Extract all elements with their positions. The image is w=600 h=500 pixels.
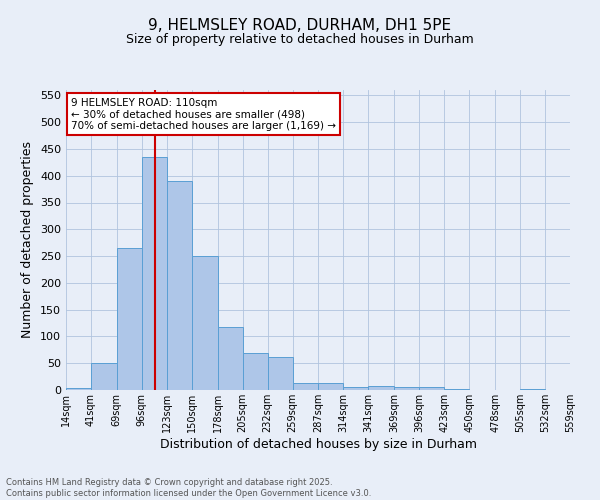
Text: 9, HELMSLEY ROAD, DURHAM, DH1 5PE: 9, HELMSLEY ROAD, DURHAM, DH1 5PE: [148, 18, 452, 32]
Text: 9 HELMSLEY ROAD: 110sqm
← 30% of detached houses are smaller (498)
70% of semi-d: 9 HELMSLEY ROAD: 110sqm ← 30% of detache…: [71, 98, 336, 130]
Bar: [218, 328, 242, 390]
Bar: [268, 357, 293, 390]
Bar: [419, 388, 444, 390]
Bar: [368, 386, 394, 390]
Bar: [293, 383, 319, 390]
X-axis label: Distribution of detached houses by size in Durham: Distribution of detached houses by size …: [160, 438, 476, 450]
Bar: [117, 248, 142, 390]
Bar: [242, 352, 268, 390]
Bar: [66, 388, 91, 390]
Bar: [343, 387, 368, 390]
Text: Contains HM Land Registry data © Crown copyright and database right 2025.
Contai: Contains HM Land Registry data © Crown c…: [6, 478, 371, 498]
Text: Size of property relative to detached houses in Durham: Size of property relative to detached ho…: [126, 32, 474, 46]
Bar: [142, 157, 167, 390]
Bar: [192, 256, 218, 390]
Bar: [167, 181, 192, 390]
Bar: [91, 363, 117, 390]
Y-axis label: Number of detached properties: Number of detached properties: [22, 142, 34, 338]
Bar: [319, 382, 343, 390]
Bar: [394, 388, 419, 390]
